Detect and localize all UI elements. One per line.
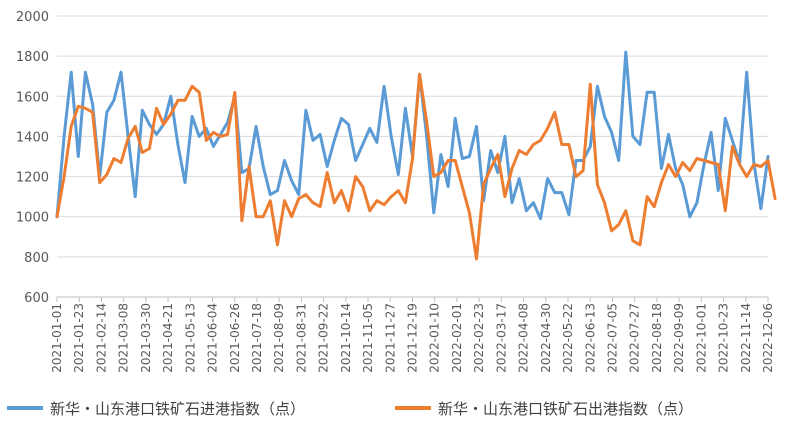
- x-tick-label: 2022-02-23: [472, 303, 486, 373]
- x-tick-label: 2021-03-08: [117, 303, 131, 373]
- y-tick-label: 1400: [16, 130, 49, 145]
- x-tick-label: 2022-10-23: [717, 303, 731, 373]
- x-tick-label: 2022-04-30: [539, 303, 553, 373]
- x-tick-label: 2021-08-09: [272, 303, 286, 373]
- x-tick-label: 2021-08-31: [294, 303, 308, 373]
- x-tick-label: 2021-07-18: [250, 303, 264, 373]
- axes: 600 800 1000 1200 1400 1600 1800 2000 2021-01-01…: [16, 10, 775, 373]
- x-tick-label: 2022-07-05: [606, 303, 620, 373]
- x-tick-label: 2022-10-01: [694, 303, 708, 373]
- y-tick-label: 800: [24, 251, 49, 266]
- x-tick-label: 2021-09-22: [317, 303, 331, 373]
- x-tick-label: 2022-07-27: [628, 303, 642, 373]
- legend: 新华・山东港口铁矿石进港指数（点） 新华・山东港口铁矿石出港指数（点）: [7, 400, 693, 418]
- x-tick-label: 2021-06-04: [206, 303, 220, 373]
- x-tick-label: 2022-06-13: [583, 303, 597, 373]
- x-tick-label: 2021-04-21: [161, 303, 175, 373]
- x-tick-label: 2021-10-14: [339, 303, 353, 373]
- y-tick-label: 1200: [16, 171, 49, 186]
- y-tick-label: 1600: [16, 90, 49, 105]
- x-tick-label: 2022-09-09: [672, 303, 686, 373]
- x-tick-label: 2021-02-14: [94, 303, 108, 373]
- x-tick-label: 2021-01-01: [50, 303, 64, 373]
- x-tick-label: 2021-11-27: [383, 303, 397, 373]
- x-tick-label: 2022-05-22: [561, 303, 575, 373]
- x-tick-label: 2021-06-26: [228, 303, 242, 373]
- x-tick-label: 2022-02-01: [450, 303, 464, 373]
- x-tick-label: 2021-01-23: [72, 303, 86, 373]
- x-tick-label: 2022-01-10: [428, 303, 442, 373]
- series-lines: [55, 50, 777, 261]
- x-tick-label: 2021-12-19: [406, 303, 420, 373]
- legend-label-inbound: 新华・山东港口铁矿石进港指数（点）: [50, 400, 305, 418]
- legend-label-outbound: 新华・山东港口铁矿石出港指数（点）: [438, 400, 693, 418]
- x-tick-label: 2022-08-18: [650, 303, 664, 373]
- y-tick-label: 1800: [16, 50, 49, 65]
- x-tick-label: 2021-11-05: [361, 303, 375, 373]
- y-tick-label: 1000: [16, 211, 49, 226]
- x-tick-label: 2022-03-17: [494, 303, 508, 373]
- x-tick-label: 2021-05-13: [183, 303, 197, 373]
- x-tick-label: 2022-12-06: [761, 303, 775, 373]
- x-tick-label: 2021-03-30: [139, 303, 153, 373]
- series-line-outbound: [55, 72, 777, 261]
- y-tick-label: 2000: [16, 10, 49, 25]
- y-tick-label: 600: [24, 291, 49, 306]
- x-tick-label: 2022-04-08: [517, 303, 531, 373]
- x-tick-label: 2022-11-14: [739, 303, 753, 373]
